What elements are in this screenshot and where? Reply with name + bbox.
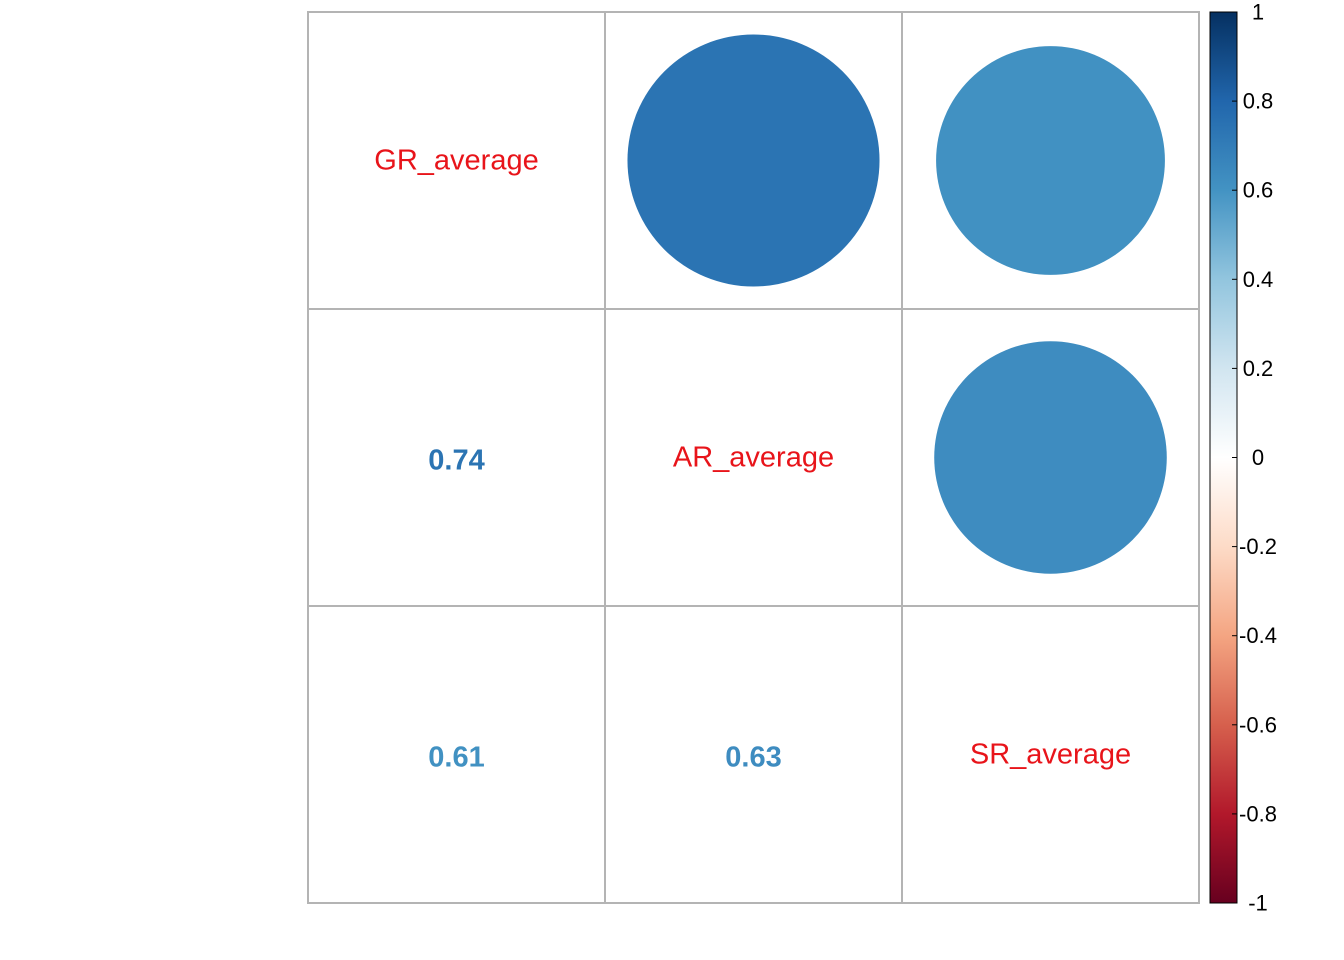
- colorbar-tick-label: 0.2: [1243, 356, 1274, 381]
- matrix-cell-0-0: [307, 11, 606, 310]
- colorbar-tick-label: -0.6: [1239, 712, 1277, 737]
- colorbar-tick-label: 1: [1252, 0, 1264, 25]
- correlation-value: 0.74: [428, 445, 484, 477]
- colorbar: 1 0.8 0.6 0.4 0.2 0 -0.2 -0.4 -0.6 -0.8 -1: [1209, 0, 1277, 916]
- colorbar-tick-label: -0.8: [1239, 801, 1277, 826]
- colorbar-tick-label: 0: [1252, 445, 1264, 470]
- variable-label: AR_average: [673, 442, 834, 474]
- colorbar-tick-label: 0.4: [1243, 267, 1274, 292]
- matrix-cell-1-0: [307, 308, 606, 607]
- correlation-value: 0.63: [725, 742, 781, 774]
- variable-label: SR_average: [970, 739, 1131, 771]
- matrix-cell-2-2: [901, 605, 1200, 904]
- colorbar-tick-label: -0.4: [1239, 623, 1277, 648]
- colorbar-tick-label: -1: [1248, 891, 1268, 916]
- correlation-circle-AR_average-SR_average: [934, 341, 1167, 574]
- colorbar-tick-label: -0.2: [1239, 534, 1277, 559]
- matrix-cell-1-1: [604, 308, 903, 607]
- colorbar-tick-label: 0.6: [1243, 178, 1274, 203]
- correlation-circle-GR_average-SR_average: [936, 46, 1165, 275]
- correlation-value: 0.61: [428, 742, 484, 774]
- matrix-cell-2-1: [604, 605, 903, 904]
- matrix-cell-2-0: [307, 605, 606, 904]
- colorbar-tick-label: 0.8: [1243, 89, 1274, 114]
- matrix-marks: GR_average AR_average SR_average 0.74 0.61 0.…: [374, 34, 1167, 774]
- correlation-circle-GR_average-AR_average: [627, 34, 880, 287]
- variable-label: GR_average: [374, 145, 538, 177]
